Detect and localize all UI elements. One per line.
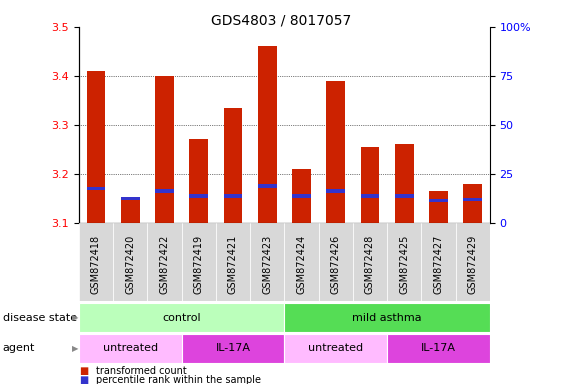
Text: GSM872426: GSM872426 <box>330 235 341 294</box>
Bar <box>463 184 482 223</box>
Text: disease state: disease state <box>3 313 77 323</box>
Text: GDS4803 / 8017057: GDS4803 / 8017057 <box>211 13 352 27</box>
Bar <box>79 223 113 301</box>
Text: untreated: untreated <box>102 343 158 354</box>
Text: IL-17A: IL-17A <box>421 343 456 354</box>
Bar <box>87 71 105 223</box>
Bar <box>284 303 490 332</box>
Bar <box>463 197 482 201</box>
Text: control: control <box>162 313 201 323</box>
Bar <box>429 199 448 202</box>
Bar <box>148 223 181 301</box>
Text: GSM872424: GSM872424 <box>297 235 306 294</box>
Bar <box>224 194 242 197</box>
Bar <box>292 169 311 223</box>
Bar <box>387 334 490 363</box>
Text: GSM872418: GSM872418 <box>91 235 101 294</box>
Bar <box>189 194 208 197</box>
Bar <box>319 223 353 301</box>
Text: untreated: untreated <box>308 343 363 354</box>
Bar <box>87 187 105 190</box>
Bar <box>79 334 181 363</box>
Text: GSM872421: GSM872421 <box>228 235 238 294</box>
Text: transformed count: transformed count <box>96 366 186 376</box>
Bar <box>429 191 448 223</box>
Bar <box>360 194 379 197</box>
Bar <box>181 223 216 301</box>
Bar <box>216 223 250 301</box>
Bar <box>327 81 345 223</box>
Bar <box>258 46 276 223</box>
Bar <box>292 194 311 197</box>
Bar <box>121 198 140 223</box>
Bar <box>224 108 242 223</box>
Bar <box>250 223 284 301</box>
Text: percentile rank within the sample: percentile rank within the sample <box>96 375 261 384</box>
Bar <box>395 194 414 197</box>
Bar <box>327 189 345 193</box>
Text: ■: ■ <box>79 366 88 376</box>
Text: GSM872423: GSM872423 <box>262 235 272 294</box>
Bar <box>113 223 148 301</box>
Text: GSM872419: GSM872419 <box>194 235 204 294</box>
Bar <box>189 139 208 223</box>
Text: mild asthma: mild asthma <box>352 313 422 323</box>
Text: IL-17A: IL-17A <box>216 343 251 354</box>
Text: ■: ■ <box>79 375 88 384</box>
Text: ▶: ▶ <box>72 313 78 322</box>
Text: GSM872429: GSM872429 <box>468 235 477 294</box>
Bar <box>455 223 490 301</box>
Bar <box>181 334 284 363</box>
Bar <box>284 223 319 301</box>
Text: GSM872420: GSM872420 <box>125 235 135 294</box>
Bar <box>421 223 455 301</box>
Bar <box>284 334 387 363</box>
Text: GSM872428: GSM872428 <box>365 235 375 294</box>
Bar <box>155 189 174 193</box>
Bar <box>353 223 387 301</box>
Bar <box>258 184 276 188</box>
Bar <box>155 76 174 223</box>
Bar <box>121 197 140 200</box>
Bar <box>395 144 414 223</box>
Text: ▶: ▶ <box>72 344 78 353</box>
Text: GSM872425: GSM872425 <box>399 235 409 294</box>
Text: GSM872427: GSM872427 <box>434 235 444 294</box>
Bar <box>79 303 284 332</box>
Text: agent: agent <box>3 343 35 354</box>
Bar <box>387 223 421 301</box>
Bar <box>360 147 379 223</box>
Text: GSM872422: GSM872422 <box>159 235 169 294</box>
